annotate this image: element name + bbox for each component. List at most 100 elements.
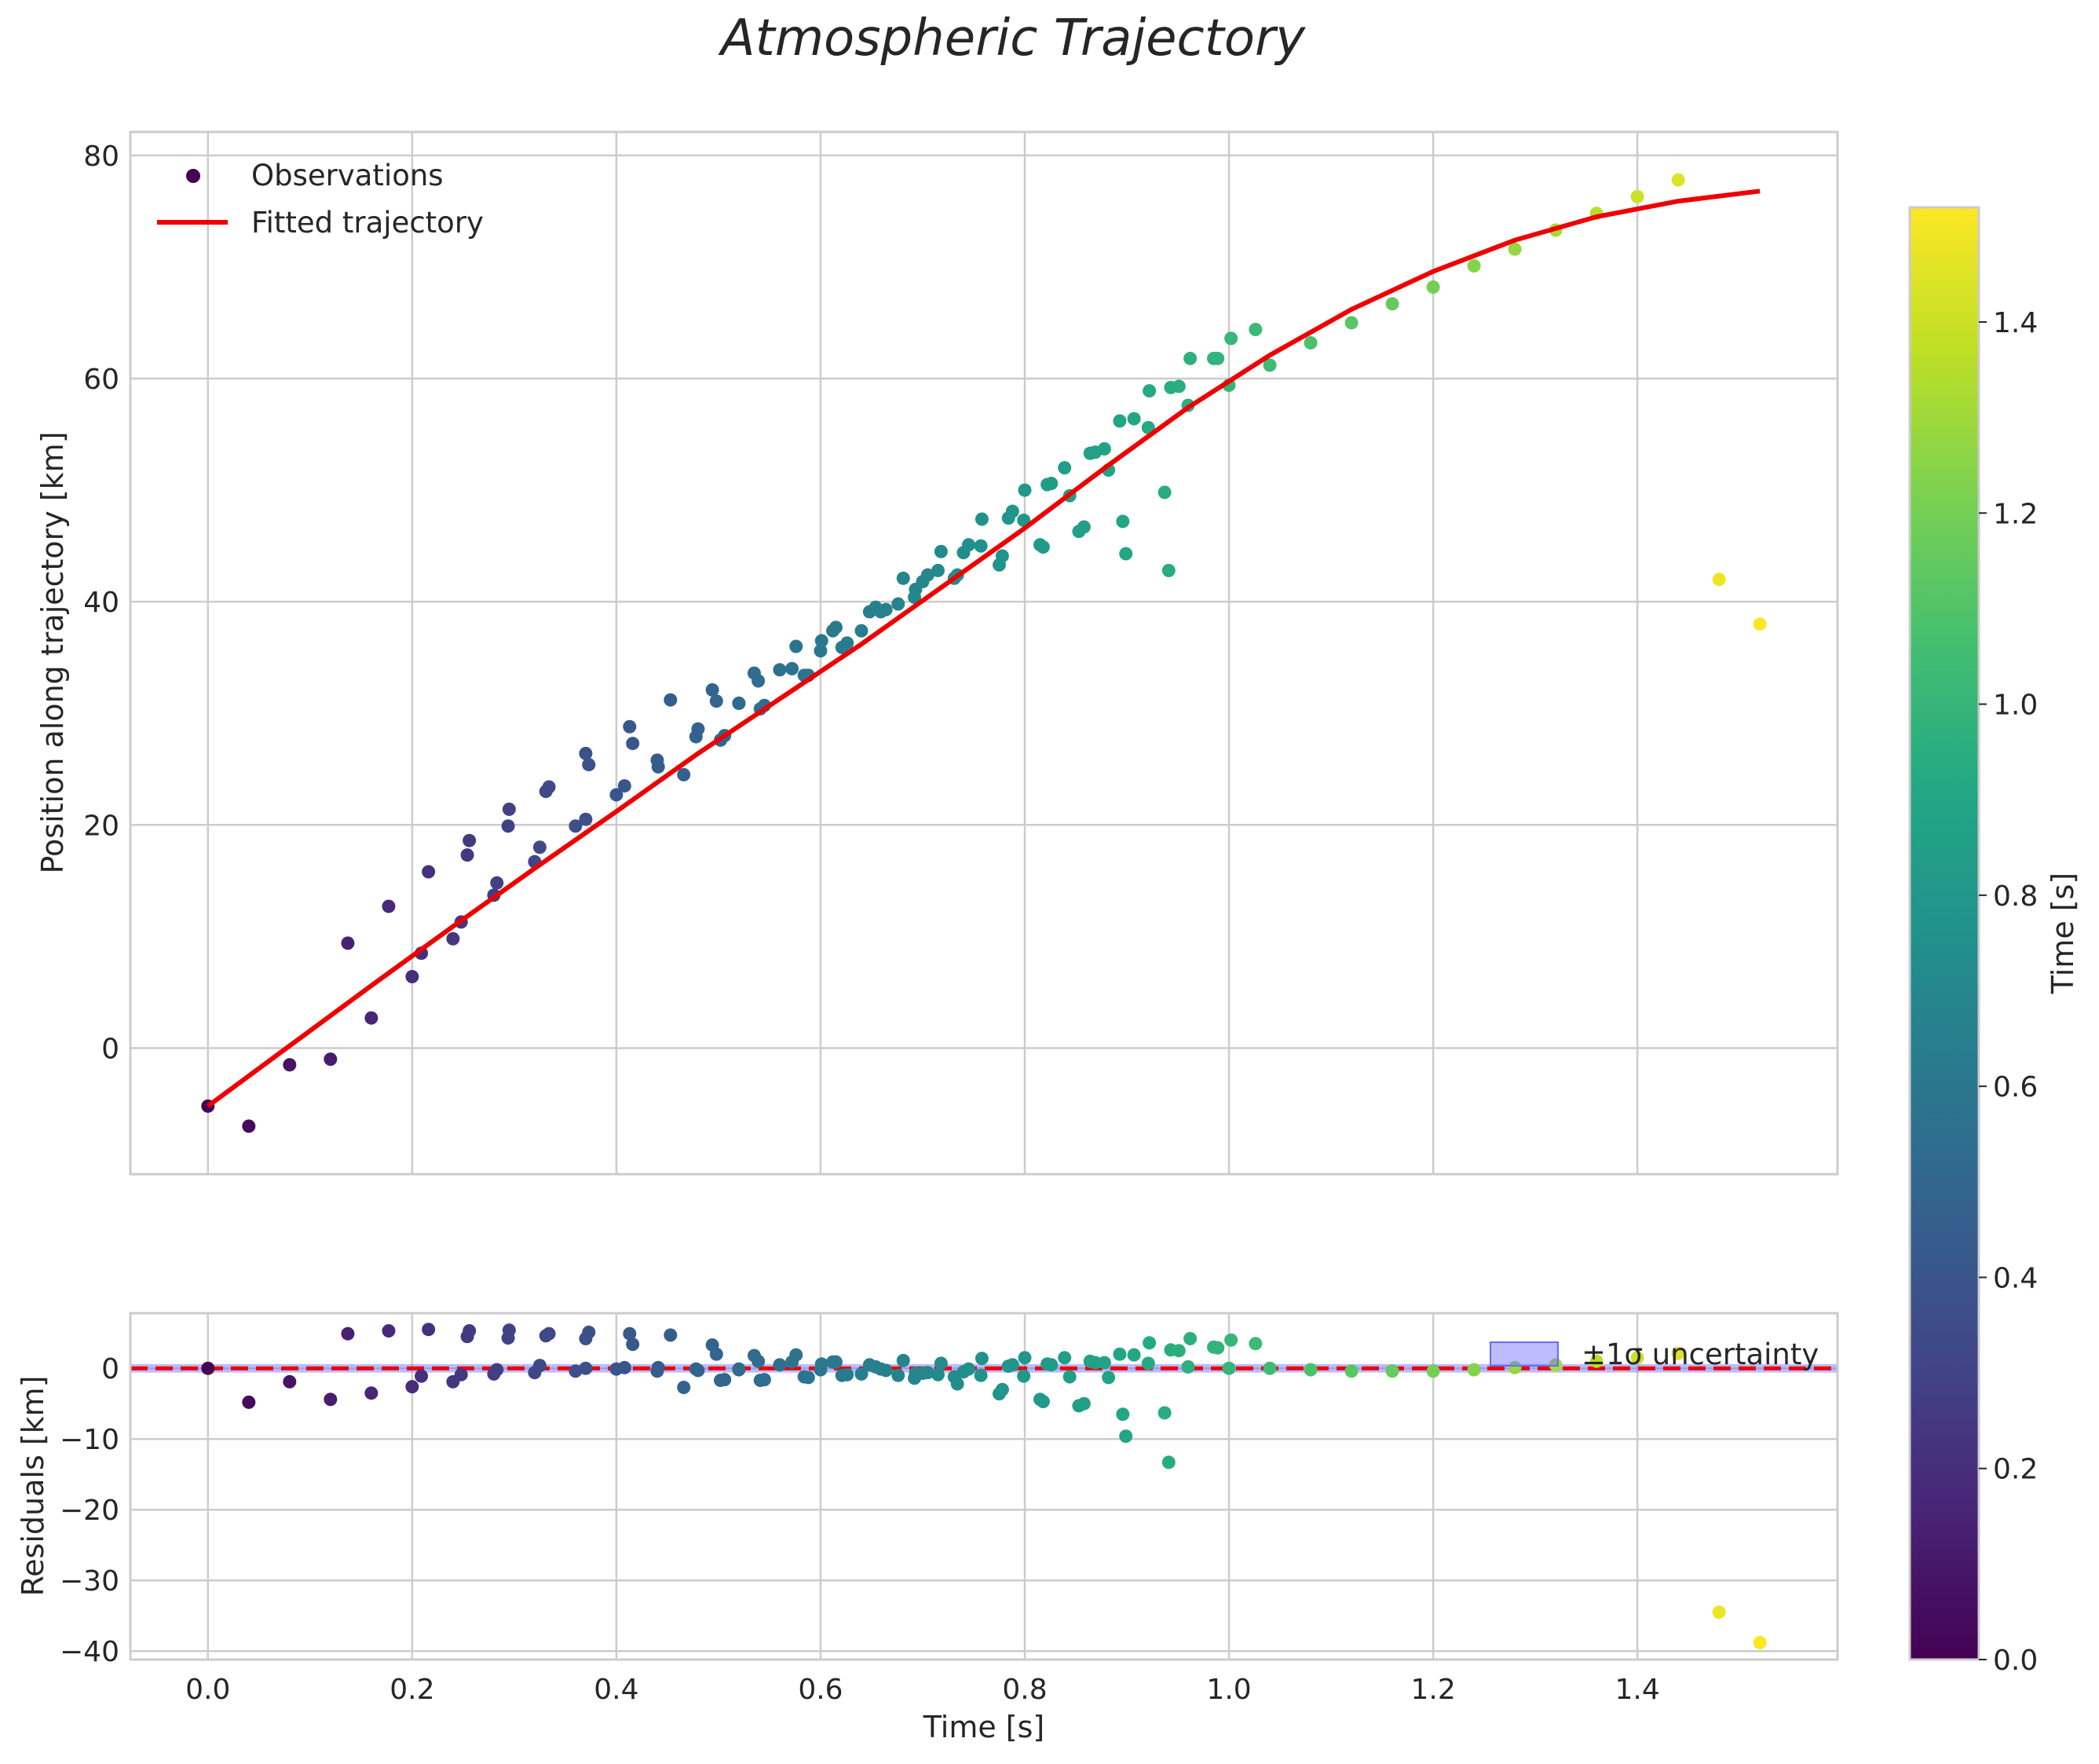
main-grid [130,132,1838,1174]
residual-point [1036,1395,1050,1408]
observation-point [1077,520,1091,534]
observation-point [789,639,803,653]
observation-point [1304,336,1318,350]
residual-point [539,1329,553,1343]
residuals-y-tick-label: 0 [101,1353,119,1385]
x-tick-label: 0.8 [1002,1674,1047,1706]
uncertainty-band [130,1363,1838,1373]
observation-point [862,605,876,619]
residual-point [757,1373,771,1387]
observation-point [569,819,583,833]
observation-point [502,802,516,816]
colorbar-tick-label: 0.8 [1993,880,2038,913]
residual-point [1127,1348,1141,1362]
residual-point [1211,1341,1225,1355]
residual-point [664,1328,678,1342]
observation-point [1097,441,1111,456]
colorbar-tick-label: 0.4 [1993,1262,2038,1294]
observation-point [908,590,922,604]
main-y-tick-label: 60 [83,364,119,396]
residuals-y-tick-label: −20 [60,1495,119,1527]
residual-point [1058,1351,1072,1365]
observation-point [814,634,828,648]
colorbar-gradient [1908,206,1980,1661]
observation-point [405,970,419,984]
observation-point [460,848,474,862]
residual-point [1249,1337,1263,1351]
observation-point [446,931,460,946]
residual-point [1119,1429,1133,1444]
colorbar-tick-label: 0.0 [1993,1645,2038,1677]
observation-point [1036,540,1050,554]
observation-point [1630,189,1644,203]
x-tick-label: 0.4 [594,1674,638,1706]
main-y-ticks: 0 20 40 60 80 [83,141,119,1066]
x-tick-label: 1.2 [1410,1674,1455,1706]
observation-point [532,840,547,855]
observation-point [463,833,477,847]
observation-point [501,819,515,833]
observation-point [1143,384,1157,398]
residual-point [1304,1363,1318,1377]
residual-point [1018,1351,1032,1365]
residual-point [579,1331,593,1345]
residual-point [1088,1356,1103,1370]
residual-point [801,1371,815,1385]
observation-point [920,568,934,582]
observation-point [490,876,504,890]
residual-point [617,1360,631,1374]
residual-point [242,1395,256,1409]
observation-point [1127,412,1141,426]
residual-point [1172,1344,1186,1358]
residual-point [1157,1406,1172,1420]
observation-point [242,1119,256,1133]
observation-point [1249,322,1263,336]
residual-point [1102,1371,1116,1385]
observation-point [840,636,854,650]
residual-point [1589,1354,1604,1368]
residual-point [454,1367,468,1382]
residual-point [1549,1358,1563,1372]
observation-point [773,663,787,677]
observation-point [732,696,746,710]
residual-point [1671,1346,1685,1360]
residual-point [626,1338,640,1352]
observation-point [814,644,828,658]
observation-point [651,759,665,774]
residual-point [862,1358,876,1372]
residual-point [1753,1635,1767,1649]
observation-point [579,812,593,826]
observation-point [1161,563,1176,577]
observation-point [677,767,691,781]
residuals-y-tick-label: −40 [60,1636,119,1668]
residual-point [623,1327,637,1341]
residual-point [501,1331,515,1345]
residual-point [283,1374,297,1389]
residual-point [891,1368,905,1382]
observation-point [1113,414,1127,428]
x-tick-label: 1.0 [1206,1674,1251,1706]
residual-point [364,1386,378,1400]
observation-point [896,571,910,585]
residual-point [1630,1351,1644,1365]
observation-point [705,683,719,697]
observation-point [1005,504,1019,518]
x-tick-label: 0.0 [185,1674,230,1706]
legend-fitted-label: Fitted trajectory [251,206,484,240]
observation-point [609,788,623,802]
observation-point [341,936,355,950]
residual-point [490,1363,504,1377]
colorbar-tick-label: 1.4 [1993,307,2038,339]
residual-point [1097,1356,1111,1370]
observation-point [1116,514,1130,529]
residual-point [920,1366,934,1380]
residual-point [651,1360,665,1374]
residual-point [1224,1333,1238,1347]
main-panel: 0 20 40 60 80 Position along trajectory [km]… [35,130,1839,1176]
residuals-y-ticks: 0 −10 −20 −30 −40 [60,1353,119,1668]
residual-point [950,1377,964,1391]
observation-point [283,1058,297,1072]
observation-point [879,602,893,617]
residual-point [974,1368,988,1382]
